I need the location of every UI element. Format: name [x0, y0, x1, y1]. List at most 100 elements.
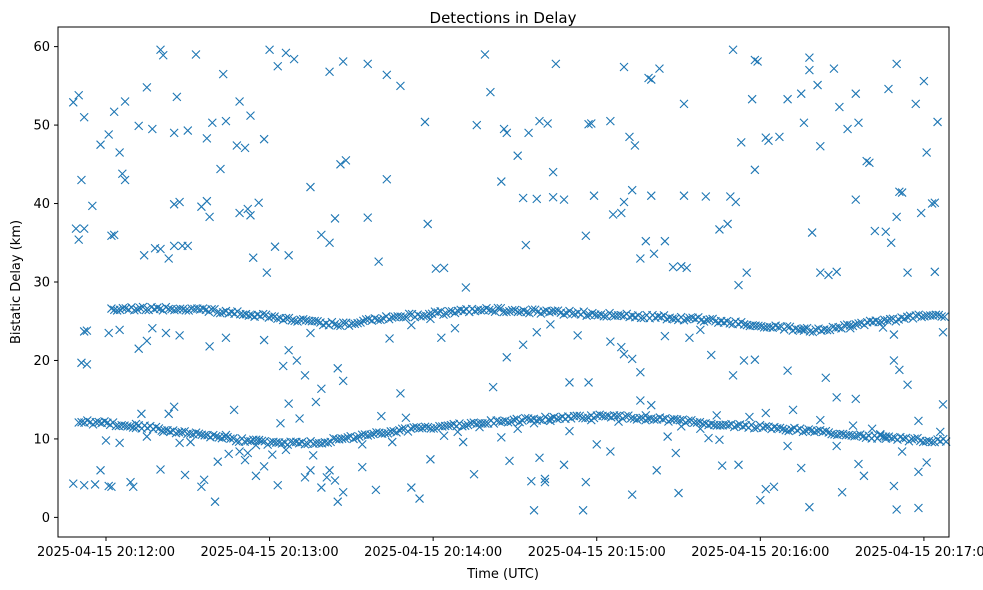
detection-point: [107, 231, 116, 241]
detection-point: [306, 182, 315, 192]
detection-point: [518, 340, 528, 350]
detection-point: [401, 413, 411, 423]
detection-point: [273, 61, 283, 71]
detection-point: [632, 415, 642, 424]
detection-point: [276, 418, 285, 428]
detection-point: [126, 477, 135, 487]
detection-point: [300, 472, 310, 482]
detection-point: [254, 435, 264, 445]
detection-point: [325, 238, 334, 248]
detection-point: [165, 427, 175, 437]
detection-point: [815, 415, 825, 425]
detection-point: [221, 333, 231, 343]
detection-point: [938, 400, 948, 409]
detection-point: [107, 482, 116, 492]
detection-point: [674, 488, 683, 498]
detection-point: [892, 59, 902, 69]
detection-point: [141, 305, 151, 315]
x-axis: 2025-04-15 20:12:00 2025-04-15 20:13:00 20…: [37, 537, 983, 560]
detection-point: [655, 64, 664, 73]
detection-point: [513, 424, 523, 434]
detection-point: [784, 426, 794, 436]
y-tick-label: 40: [33, 197, 50, 212]
detection-point: [729, 422, 739, 432]
detection-point: [835, 102, 844, 112]
detection-point: [705, 314, 715, 324]
detection-point: [343, 432, 353, 442]
detection-point: [281, 313, 291, 323]
detection-point: [177, 427, 187, 437]
detection-point: [635, 367, 645, 377]
detection-point: [147, 124, 157, 134]
detection-point: [164, 409, 174, 419]
detection-point: [755, 495, 765, 505]
detection-point: [914, 416, 923, 426]
detection-point: [259, 134, 269, 144]
detection-point: [815, 268, 825, 277]
detection-point: [669, 414, 679, 424]
detection-point: [175, 330, 184, 340]
detection-point: [254, 198, 264, 208]
detection-point: [550, 306, 560, 316]
detection-point: [205, 212, 214, 222]
detection-point: [513, 307, 523, 317]
detection-point: [357, 440, 367, 449]
detection-point: [914, 503, 923, 513]
detection-point: [834, 322, 843, 332]
detection-point: [725, 318, 735, 328]
detection-point: [197, 482, 206, 492]
detection-point: [496, 432, 506, 442]
detection-point: [595, 410, 605, 420]
detection-point: [350, 319, 360, 329]
detection-point: [202, 196, 212, 206]
detection-point: [886, 238, 896, 248]
detection-point: [938, 327, 948, 337]
x-tick-label: 2025-04-15 20:15:00: [528, 545, 666, 560]
detection-point: [330, 319, 340, 329]
detection-point: [543, 119, 553, 128]
detection-point: [578, 505, 588, 515]
detection-point: [605, 116, 615, 126]
detection-point: [750, 355, 760, 365]
detection-point: [679, 191, 689, 201]
detection-point: [423, 422, 433, 432]
detection-point: [338, 376, 348, 386]
detection-point: [216, 164, 225, 174]
detection-point: [207, 304, 217, 314]
detection-point: [635, 396, 645, 405]
detection-point: [68, 479, 78, 489]
detection-point: [246, 436, 255, 446]
detection-point: [493, 303, 503, 313]
detection-point: [142, 432, 152, 441]
detection-point: [376, 315, 385, 325]
detection-point: [832, 267, 842, 277]
detection-point: [323, 438, 333, 448]
detection-point: [229, 405, 239, 415]
detection-point: [644, 73, 653, 83]
detection-point: [120, 97, 130, 106]
detection-point: [540, 474, 550, 484]
detection-point: [221, 116, 231, 126]
detection-point: [641, 415, 650, 425]
detection-point: [358, 316, 368, 326]
detection-point: [289, 54, 299, 64]
detection-point: [107, 304, 116, 313]
detection-point: [649, 415, 659, 424]
detection-point: [742, 268, 752, 277]
detection-point: [444, 306, 454, 316]
detection-point: [496, 303, 506, 313]
detection-point: [284, 250, 294, 260]
detection-point: [783, 94, 792, 104]
detection-point: [262, 268, 272, 277]
detection-point: [340, 434, 350, 443]
detection-point: [587, 308, 597, 318]
detection-point: [889, 481, 899, 491]
detection-point: [404, 309, 414, 319]
detection-point: [439, 431, 449, 441]
detection-point: [333, 321, 342, 330]
detection-point: [749, 423, 759, 433]
detection-point: [636, 313, 646, 323]
detection-point: [815, 141, 825, 151]
detection-point: [134, 344, 144, 354]
detection-point: [892, 505, 902, 514]
